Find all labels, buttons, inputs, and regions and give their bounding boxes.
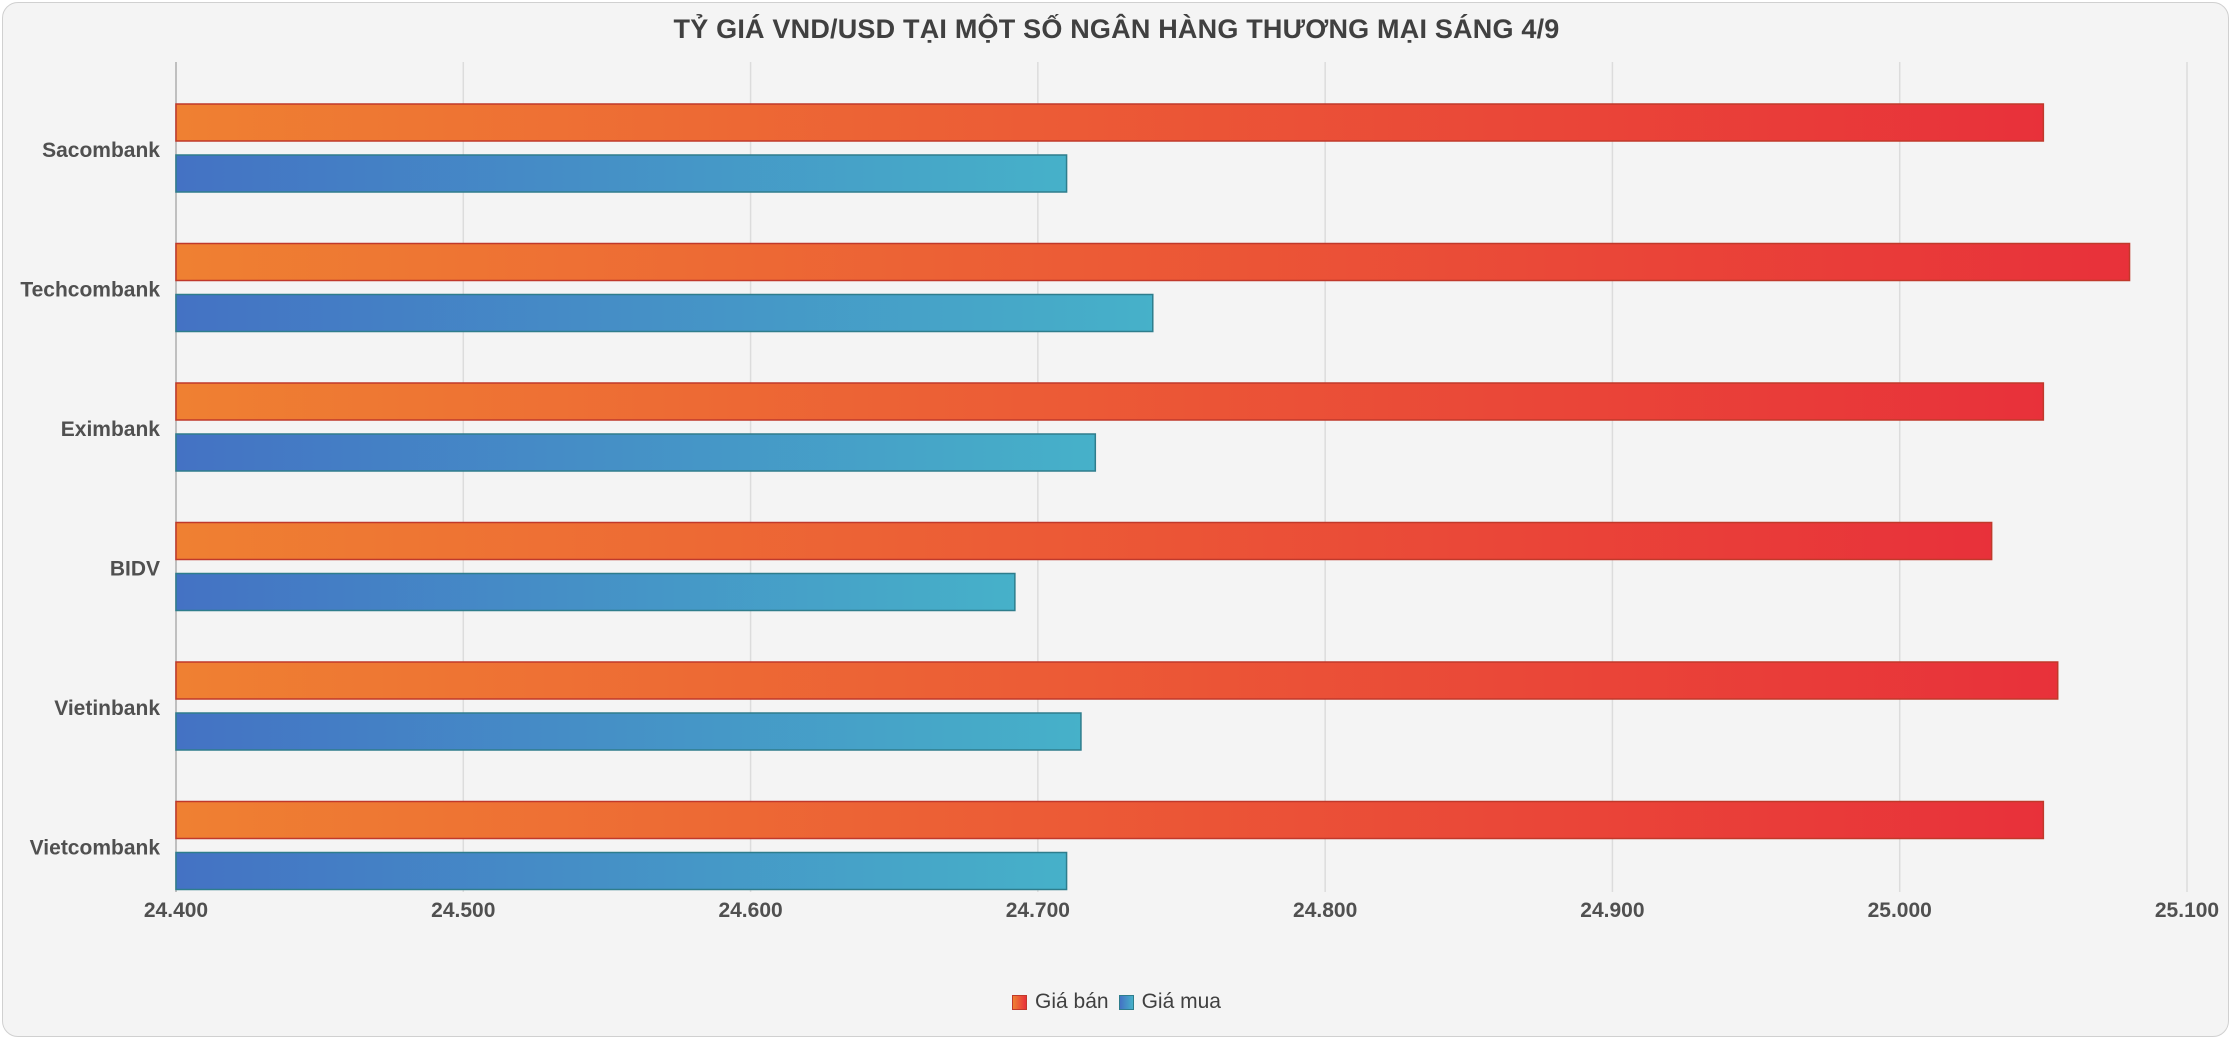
chart-title: TỶ GIÁ VND/USD TẠI MỘT SỐ NGÂN HÀNG THƯƠ…	[673, 14, 1560, 44]
x-tick-label: 24.500	[431, 899, 495, 922]
bar-sell-eximbank	[175, 382, 2045, 421]
x-axis-labels: 24.400 24.500 24.600 24.700 24.800 24.900 25.0…	[144, 899, 2219, 922]
bar-sell-sacombank	[175, 103, 2045, 142]
legend-swatch-buy	[1118, 994, 1134, 1010]
bar-buy-techcombank	[175, 293, 1154, 333]
x-tick-label: 24.700	[1006, 899, 1070, 922]
category-label: Sacombank	[42, 139, 160, 162]
bar-buy-vietcombank	[175, 851, 1068, 891]
legend-label-buy: Giá mua	[1141, 990, 1221, 1013]
x-tick-label: 24.900	[1580, 899, 1644, 922]
bar-sell-bidv	[175, 521, 1993, 561]
category-label: BIDV	[110, 558, 160, 581]
x-tick-label: 24.800	[1293, 899, 1357, 922]
legend-item-buy: Giá mua	[1118, 990, 1221, 1014]
bar-buy-eximbank	[175, 433, 1097, 472]
bar-buy-bidv	[175, 572, 1016, 612]
x-tick-label: 24.600	[718, 899, 782, 922]
x-tick-label: 24.400	[144, 899, 208, 922]
legend-label-sell: Giá bán	[1035, 990, 1109, 1013]
category-label: Techcombank	[20, 279, 160, 302]
bar-sell-techcombank	[175, 242, 2131, 282]
bar-sell-vietinbank	[175, 661, 2059, 700]
category-label: Eximbank	[61, 418, 161, 441]
legend-item-sell: Giá bán	[1012, 990, 1109, 1014]
category-label: Vietinbank	[54, 697, 160, 720]
bar-buy-sacombank	[175, 154, 1068, 193]
legend-swatch-sell	[1012, 994, 1028, 1010]
x-tick-label: 25.000	[1868, 899, 1932, 922]
x-tick-label: 25.100	[2155, 899, 2219, 922]
bar-sell-vietcombank	[175, 800, 2045, 840]
gridlines	[175, 62, 2188, 892]
legend: Giá bán Giá mua	[0, 990, 2233, 1014]
category-label: Vietcombank	[30, 837, 161, 860]
bar-buy-vietinbank	[175, 712, 1082, 751]
y-axis-labels: Sacombank Techcombank Eximbank BIDV Vietinba…	[20, 139, 160, 860]
bars	[175, 103, 2131, 891]
